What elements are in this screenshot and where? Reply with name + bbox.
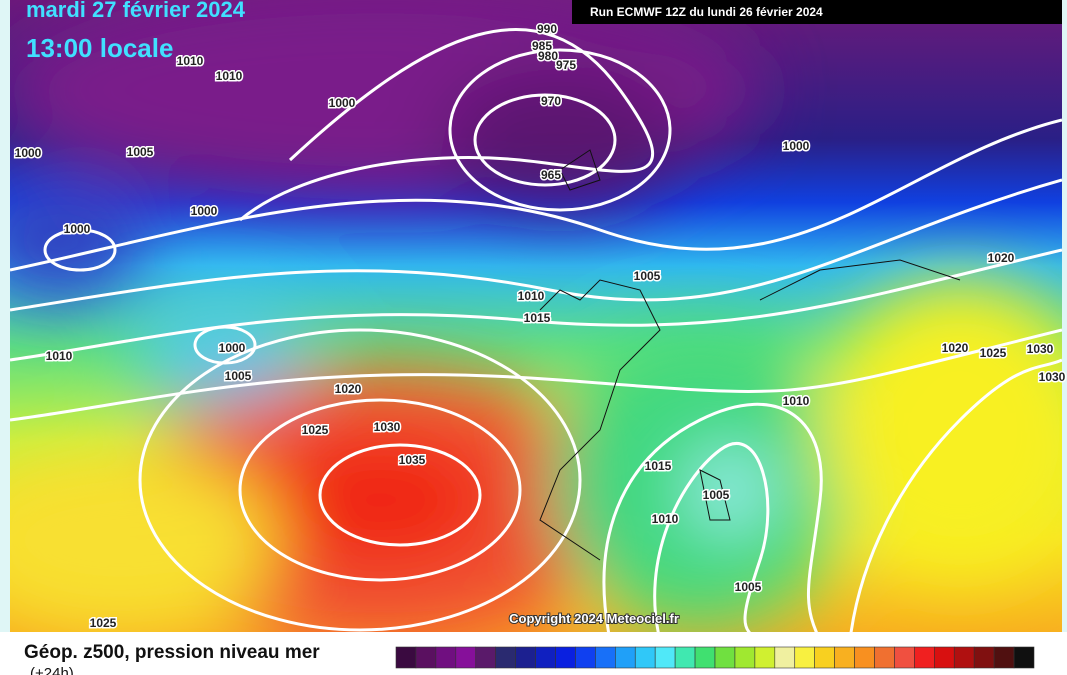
scale-swatch	[634, 646, 656, 669]
isobar-label: 975	[556, 58, 576, 72]
isobar-label: 1020	[335, 382, 362, 396]
scale-swatch	[993, 646, 1015, 669]
scale-swatch	[934, 646, 955, 669]
isobar-label: 1035	[399, 453, 426, 467]
isobar-label: 1005	[225, 369, 252, 383]
scale-swatch	[395, 646, 417, 669]
scale-swatch	[953, 646, 975, 669]
date-label: mardi 27 février 2024	[26, 0, 246, 22]
scale-swatch	[914, 646, 935, 669]
isobar-label: 1030	[1027, 342, 1054, 356]
isobar-label: 1000	[15, 146, 42, 160]
isobar-label: 1010	[177, 54, 204, 68]
scale-swatch	[834, 646, 855, 669]
isobar-label: 1015	[645, 459, 672, 473]
isobar-label: 1030	[1039, 370, 1066, 384]
isobar-label: 1005	[634, 269, 661, 283]
isobar-label: 1010	[518, 289, 545, 303]
scale-swatch	[415, 646, 437, 669]
isobar-label: 1025	[90, 616, 117, 630]
scale-swatch	[754, 646, 776, 669]
scale-swatch	[575, 646, 596, 669]
isobar-label: 1000	[783, 139, 810, 153]
isobar-label: 1010	[46, 349, 73, 363]
scale-swatch	[595, 646, 616, 669]
scale-swatch	[674, 646, 696, 669]
isobar-label: 1000	[191, 204, 218, 218]
scale-swatch	[894, 646, 915, 669]
isobar-label: 1010	[216, 69, 243, 83]
run-banner	[572, 0, 1062, 24]
isobar-label: 1030	[374, 420, 401, 434]
scale-swatch	[455, 646, 477, 669]
isobar-label: 1010	[783, 394, 810, 408]
isobar-label: 1000	[219, 341, 246, 355]
isobar-label: 1020	[942, 341, 969, 355]
scale-swatch	[774, 646, 796, 669]
run-label: Run ECMWF 12Z du lundi 26 février 2024	[590, 5, 823, 19]
isobar-label: 1005	[127, 145, 154, 159]
isobar-label: 1025	[980, 346, 1007, 360]
isobar-label: 985	[532, 39, 552, 53]
isobar-label: 970	[541, 94, 561, 108]
isobar-label: 1000	[329, 96, 356, 110]
scale-swatch	[615, 646, 636, 669]
scale-swatch	[555, 646, 576, 669]
isobar-label: 1010	[652, 512, 679, 526]
scale-swatch	[854, 646, 875, 669]
scale-swatch	[475, 646, 496, 669]
scale-swatch	[1013, 646, 1035, 669]
scale-swatch	[874, 646, 895, 669]
scale-swatch	[814, 646, 835, 669]
color-scale	[395, 646, 1035, 669]
legend-title: Géop. z500, pression niveau mer	[24, 642, 320, 663]
isobar-label: 1005	[703, 488, 730, 502]
isobar-label: 1000	[64, 222, 91, 236]
isobar-label: 990	[537, 22, 557, 36]
scale-swatch	[495, 646, 516, 669]
scale-swatch	[694, 646, 716, 669]
legend-subtitle: (+24h)	[30, 665, 74, 675]
scale-swatch	[794, 646, 815, 669]
scale-swatch	[654, 646, 676, 669]
scale-swatch	[515, 646, 536, 669]
scale-swatch	[435, 646, 457, 669]
time-label: 13:00 locale	[26, 33, 173, 63]
isobar-label: 980	[538, 49, 558, 63]
isobar-label: 1005	[735, 580, 762, 594]
map-field	[10, 0, 1062, 632]
isobar-label: 965	[541, 168, 561, 182]
scale-swatch	[535, 646, 556, 669]
scale-swatch	[734, 646, 756, 669]
isobar-label: 1025	[302, 423, 329, 437]
isobar-label: 1020	[988, 251, 1015, 265]
scale-swatch	[714, 646, 736, 669]
scale-swatch	[973, 646, 995, 669]
copyright: Copyright 2024 Meteociel.fr	[509, 611, 679, 626]
isobar-label: 1015	[524, 311, 551, 325]
